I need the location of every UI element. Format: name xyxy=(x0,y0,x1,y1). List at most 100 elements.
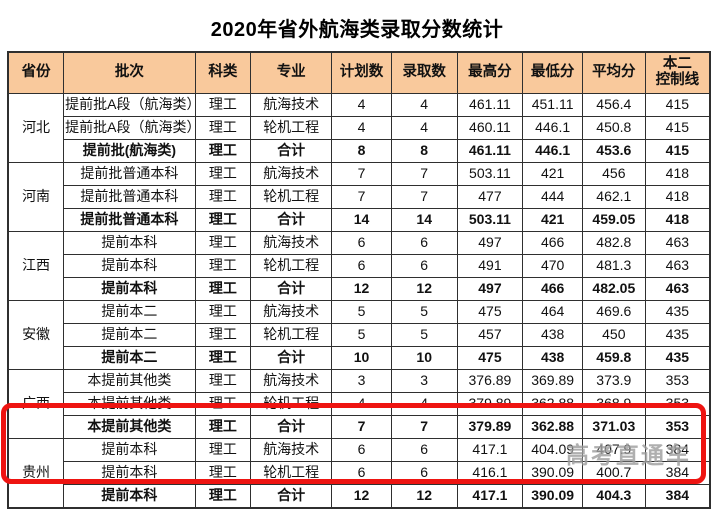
cell-major: 合计 xyxy=(250,346,333,370)
table-body: 河北 提前批A段（航海类） 理工 航海技术 4 4 461.11 451.11 456.4 415… xyxy=(7,93,711,509)
cell-min-score: 464 xyxy=(522,300,583,324)
cell-max-score: 475 xyxy=(456,300,524,324)
page-title: 2020年省外航海类录取分数统计 xyxy=(210,19,504,41)
cell-major: 轮机工程 xyxy=(250,116,333,140)
cell-major: 航海技术 xyxy=(250,369,333,393)
cell-batch: 提前本科 xyxy=(63,484,196,509)
cell-admitted-count: 14 xyxy=(390,208,458,232)
table-row: 河北 提前批A段（航海类） 理工 航海技术 4 4 461.11 451.11 456.4 415 xyxy=(7,93,711,163)
cell-admitted-count: 7 xyxy=(390,415,458,439)
cell-batch: 提前本科 xyxy=(63,254,196,278)
cell-major: 航海技术 xyxy=(250,438,333,462)
table-row: 本提前其他类 理工 轮机工程 4 4 379.89 362.88 368.9 353 xyxy=(8,392,711,416)
cell-admitted-count: 6 xyxy=(390,231,458,255)
cell-subject: 理工 xyxy=(194,254,252,278)
cell-min-score: 421 xyxy=(522,162,583,186)
header-major: 专业 xyxy=(250,51,333,94)
cell-plan-count: 7 xyxy=(331,162,392,186)
cell-province: 安徽 xyxy=(7,300,65,370)
table-row-total: 提前批普通本科 理工 合计 14 14 503.11 421 459.05 418 xyxy=(8,208,711,232)
cell-avg-score: 482.05 xyxy=(581,277,646,301)
table-row: 河南 提前批普通本科 理工 航海技术 7 7 503.11 421 456 418 xyxy=(7,162,711,232)
cell-avg-score: 456.4 xyxy=(581,93,646,117)
cell-subject: 理工 xyxy=(194,208,252,232)
cell-subject: 理工 xyxy=(194,438,252,462)
cell-max-score: 477 xyxy=(456,185,524,209)
cell-plan-count: 3 xyxy=(331,369,392,393)
cell-subject: 理工 xyxy=(194,139,252,163)
cell-subject: 理工 xyxy=(194,300,252,324)
cell-plan-count: 5 xyxy=(331,323,392,347)
cell-control-line: 435 xyxy=(644,300,711,324)
cell-max-score: 497 xyxy=(456,231,524,255)
cell-batch: 提前本科 xyxy=(63,461,196,485)
table-row-total: 提前本科 理工 合计 12 12 497 466 482.05 463 xyxy=(8,277,711,301)
cell-admitted-count: 10 xyxy=(390,346,458,370)
cell-max-score: 379.89 xyxy=(456,415,524,439)
header-province: 省份 xyxy=(7,51,65,94)
cell-avg-score: 462.1 xyxy=(581,185,646,209)
cell-plan-count: 6 xyxy=(331,254,392,278)
table-row: 贵州 提前本科 理工 航海技术 6 6 417.1 404.09 407.9 384 xyxy=(7,438,711,509)
cell-min-score: 446.1 xyxy=(522,116,583,140)
cell-batch: 提前本科 xyxy=(63,277,196,301)
cell-min-score: 466 xyxy=(522,231,583,255)
cell-control-line: 463 xyxy=(644,231,711,255)
cell-control-line: 384 xyxy=(644,438,711,462)
cell-major: 航海技术 xyxy=(250,162,333,186)
cell-control-line: 435 xyxy=(644,323,711,347)
table-row: 提前本科 理工 轮机工程 6 6 416.1 390.09 400.7 384 xyxy=(8,461,711,485)
cell-batch: 提前本二 xyxy=(63,300,196,324)
header-batch: 批次 xyxy=(63,51,196,94)
cell-plan-count: 7 xyxy=(331,185,392,209)
cell-province: 贵州 xyxy=(7,438,65,509)
cell-batch: 本提前其他类 xyxy=(63,415,196,439)
cell-avg-score: 404.3 xyxy=(581,484,646,509)
cell-avg-score: 400.7 xyxy=(581,461,646,485)
header-min-score: 最低分 xyxy=(522,51,583,94)
cell-subject: 理工 xyxy=(194,369,252,393)
cell-batch: 提前批普通本科 xyxy=(63,185,196,209)
cell-batch: 提前本二 xyxy=(63,323,196,347)
cell-admitted-count: 8 xyxy=(390,139,458,163)
cell-subject: 理工 xyxy=(194,277,252,301)
cell-admitted-count: 4 xyxy=(390,93,458,117)
cell-major: 轮机工程 xyxy=(250,392,333,416)
cell-plan-count: 10 xyxy=(331,346,392,370)
cell-avg-score: 459.05 xyxy=(581,208,646,232)
cell-avg-score: 453.6 xyxy=(581,139,646,163)
cell-min-score: 466 xyxy=(522,277,583,301)
cell-min-score: 444 xyxy=(522,185,583,209)
table-row: 提前批普通本科 理工 轮机工程 7 7 477 444 462.1 418 xyxy=(8,185,711,209)
cell-subject: 理工 xyxy=(194,415,252,439)
header-admitted-count: 录取数 xyxy=(390,51,458,94)
cell-min-score: 421 xyxy=(522,208,583,232)
cell-batch: 提前批(航海类) xyxy=(63,139,196,163)
cell-subject: 理工 xyxy=(194,162,252,186)
cell-max-score: 417.1 xyxy=(456,438,524,462)
cell-min-score: 404.09 xyxy=(522,438,583,462)
cell-subject: 理工 xyxy=(194,116,252,140)
cell-plan-count: 4 xyxy=(331,116,392,140)
table-row: 广西 本提前其他类 理工 航海技术 3 3 376.89 369.89 373.9 353 xyxy=(7,369,711,439)
cell-min-score: 362.88 xyxy=(522,392,583,416)
cell-province: 河北 xyxy=(7,93,65,163)
table-row-total: 本提前其他类 理工 合计 7 7 379.89 362.88 371.03 353 xyxy=(8,415,711,439)
cell-admitted-count: 6 xyxy=(390,438,458,462)
cell-plan-count: 7 xyxy=(331,415,392,439)
cell-min-score: 451.11 xyxy=(522,93,583,117)
cell-admitted-count: 5 xyxy=(390,300,458,324)
cell-plan-count: 4 xyxy=(331,93,392,117)
cell-subject: 理工 xyxy=(194,461,252,485)
cell-batch: 提前批普通本科 xyxy=(63,208,196,232)
cell-control-line: 463 xyxy=(644,277,711,301)
cell-admitted-count: 4 xyxy=(390,116,458,140)
cell-plan-count: 5 xyxy=(331,300,392,324)
cell-avg-score: 407.9 xyxy=(581,438,646,462)
cell-control-line: 353 xyxy=(644,415,711,439)
cell-min-score: 390.09 xyxy=(522,461,583,485)
cell-plan-count: 6 xyxy=(331,231,392,255)
cell-control-line: 353 xyxy=(644,392,711,416)
table-row: 安徽 提前本二 理工 航海技术 5 5 475 464 469.6 435 xyxy=(7,300,711,370)
score-table: 省份 批次 科类 专业 计划数 录取数 最高分 最低分 平均分 本二 控制线 河… xyxy=(7,51,711,509)
